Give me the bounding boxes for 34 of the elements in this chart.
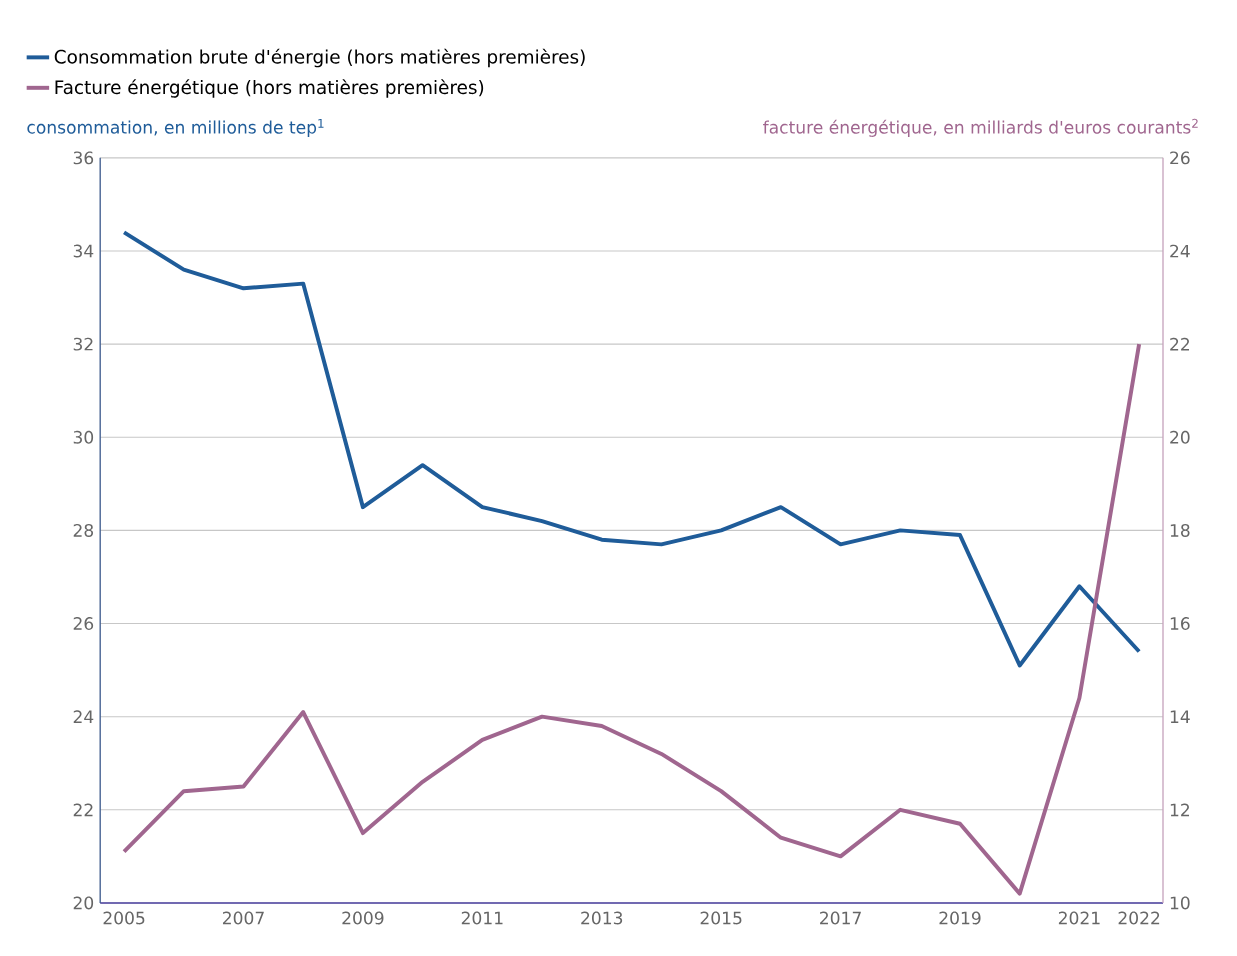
y2-tick-label: 10 bbox=[1170, 896, 1190, 910]
legend-label: Facture énergétique (hors matières premières) bbox=[55, 79, 484, 98]
x-tick-label: 2013 bbox=[581, 911, 623, 925]
y-tick-label: 20 bbox=[73, 896, 94, 910]
x-tick-label: 2007 bbox=[222, 911, 264, 925]
x-tick-label: 2011 bbox=[461, 911, 503, 925]
x-tick-label: 2022 bbox=[1118, 911, 1160, 925]
x-tick-label: 2021 bbox=[1058, 911, 1100, 925]
y-tick-label: 34 bbox=[73, 244, 94, 258]
y2-tick-label: 20 bbox=[1170, 430, 1190, 444]
y-tick-label: 36 bbox=[73, 151, 94, 165]
y2-tick-label: 18 bbox=[1170, 523, 1190, 537]
x-tick-label: 2009 bbox=[342, 911, 384, 925]
y2-tick-label: 16 bbox=[1170, 616, 1190, 630]
x-tick-label: 2005 bbox=[103, 911, 145, 925]
line-series bbox=[122, 230, 1142, 668]
legend-label: Consommation brute d'énergie (hors matières premières) bbox=[54, 48, 585, 68]
x-tick-label: 2017 bbox=[820, 911, 861, 925]
y2-tick-label: 22 bbox=[1170, 337, 1190, 351]
y2-tick-label: 24 bbox=[1170, 244, 1190, 258]
y2-tick-label: 12 bbox=[1170, 803, 1190, 817]
y-tick-label: 22 bbox=[73, 803, 93, 817]
y-tick-label: 32 bbox=[73, 337, 93, 351]
x-tick-label: 2019 bbox=[939, 911, 981, 925]
y2-tick-label: 14 bbox=[1170, 710, 1190, 723]
y-tick-label: 24 bbox=[73, 710, 94, 723]
x-tick-label: 2015 bbox=[700, 911, 742, 925]
y2-tick-label: 26 bbox=[1170, 151, 1190, 165]
y-axis-title: consommation, en millions de tep$^{1}$ bbox=[27, 118, 324, 137]
line-series bbox=[122, 342, 1142, 896]
y2-axis-title: facture énergétique, en milliards d'euros courants$^{2}$ bbox=[763, 118, 1198, 137]
y-tick-label: 28 bbox=[73, 523, 94, 537]
y-tick-label: 26 bbox=[73, 616, 94, 630]
y-tick-label: 30 bbox=[73, 430, 94, 444]
